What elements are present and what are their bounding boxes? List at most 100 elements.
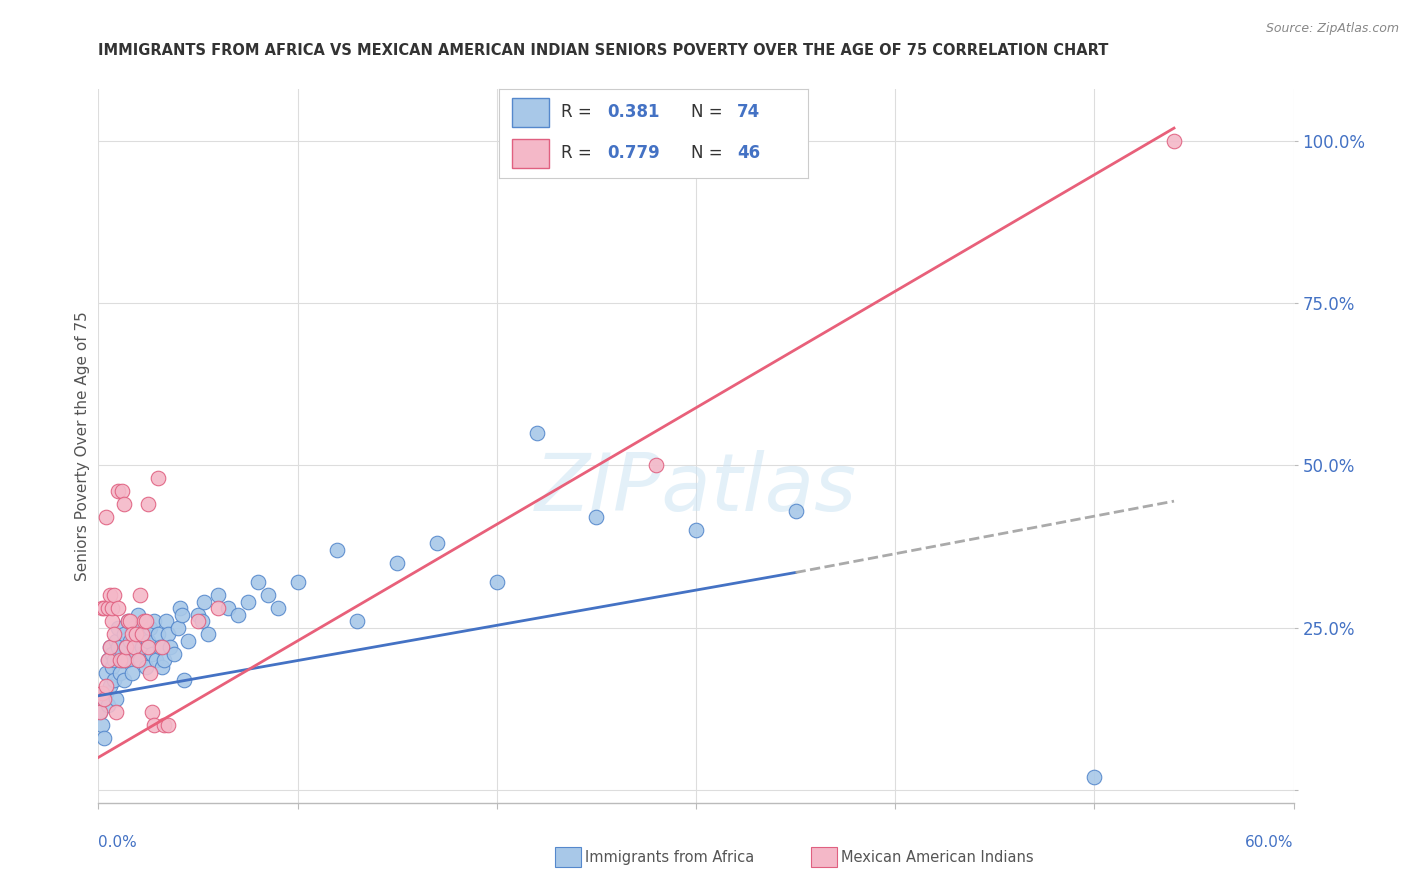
Point [149, 640, 172, 654]
Point [191, 614, 214, 628]
Point [112, 627, 135, 641]
Text: 0.0%: 0.0% [98, 836, 138, 850]
Point [107, 640, 129, 654]
Point [107, 621, 129, 635]
Point [112, 497, 135, 511]
Point [145, 653, 167, 667]
Point [89, 705, 111, 719]
Point [117, 614, 139, 628]
Point [107, 601, 129, 615]
Point [131, 640, 153, 654]
Point [117, 614, 139, 628]
Point [141, 705, 163, 719]
Point [173, 673, 195, 687]
Point [112, 673, 135, 687]
Text: R =: R = [561, 145, 598, 162]
Point [187, 607, 209, 622]
Point [100, 640, 122, 654]
Point [139, 621, 162, 635]
Point [97, 653, 120, 667]
Point [127, 653, 149, 667]
Text: 74: 74 [737, 103, 761, 121]
Text: N =: N = [690, 145, 728, 162]
Point [207, 588, 229, 602]
Point [91, 601, 114, 615]
Point [134, 614, 156, 628]
Point [134, 627, 156, 641]
Point [236, 595, 259, 609]
Point [136, 497, 159, 511]
Point [125, 647, 148, 661]
Text: Mexican American Indians: Mexican American Indians [841, 850, 1033, 864]
FancyBboxPatch shape [512, 98, 548, 127]
Point [101, 601, 124, 615]
Point [177, 633, 200, 648]
Point [207, 601, 229, 615]
Text: 46: 46 [737, 145, 761, 162]
Point [136, 633, 159, 648]
Point [169, 601, 191, 615]
Point [93, 692, 115, 706]
Text: N =: N = [690, 103, 728, 121]
Point [125, 627, 148, 641]
Point [1083, 770, 1105, 784]
Point [120, 633, 142, 648]
Point [111, 653, 134, 667]
Point [148, 471, 170, 485]
Point [91, 685, 114, 699]
Point [105, 633, 128, 648]
Point [107, 484, 129, 499]
Point [645, 458, 668, 473]
Text: IMMIGRANTS FROM AFRICA VS MEXICAN AMERICAN INDIAN SENIORS POVERTY OVER THE AGE O: IMMIGRANTS FROM AFRICA VS MEXICAN AMERIC… [98, 43, 1109, 58]
Point [226, 607, 249, 622]
Point [96, 510, 118, 524]
Point [172, 607, 194, 622]
Point [110, 666, 132, 681]
Text: R =: R = [561, 103, 598, 121]
Point [103, 627, 125, 641]
Text: 60.0%: 60.0% [1246, 836, 1294, 850]
Point [159, 640, 181, 654]
Point [150, 640, 173, 654]
Point [101, 647, 124, 661]
Point [785, 504, 807, 518]
Point [129, 588, 152, 602]
Point [385, 556, 409, 570]
Point [143, 614, 166, 628]
Point [103, 673, 125, 687]
Point [96, 666, 118, 681]
Point [115, 640, 138, 654]
Point [97, 601, 120, 615]
Point [153, 718, 176, 732]
Text: 0.381: 0.381 [607, 103, 659, 121]
Point [136, 640, 159, 654]
Point [91, 718, 114, 732]
Point [526, 425, 548, 440]
Point [93, 601, 115, 615]
Point [163, 647, 186, 661]
Point [89, 705, 111, 719]
Point [197, 627, 219, 641]
Point [246, 575, 269, 590]
Point [115, 640, 138, 654]
Point [103, 653, 125, 667]
Point [101, 659, 124, 673]
Point [346, 614, 368, 628]
Point [217, 601, 239, 615]
Point [287, 575, 309, 590]
Point [326, 542, 349, 557]
Point [97, 653, 120, 667]
Point [105, 692, 128, 706]
Point [103, 588, 125, 602]
Point [96, 679, 118, 693]
FancyBboxPatch shape [512, 139, 548, 168]
Y-axis label: Seniors Poverty Over the Age of 75: Seniors Poverty Over the Age of 75 [75, 311, 90, 581]
Text: ZIPatlas: ZIPatlas [534, 450, 858, 528]
Point [426, 536, 449, 550]
Text: Source: ZipAtlas.com: Source: ZipAtlas.com [1265, 22, 1399, 36]
Point [585, 510, 607, 524]
Point [193, 595, 215, 609]
Point [1163, 134, 1185, 148]
Point [129, 653, 152, 667]
Point [97, 698, 120, 713]
